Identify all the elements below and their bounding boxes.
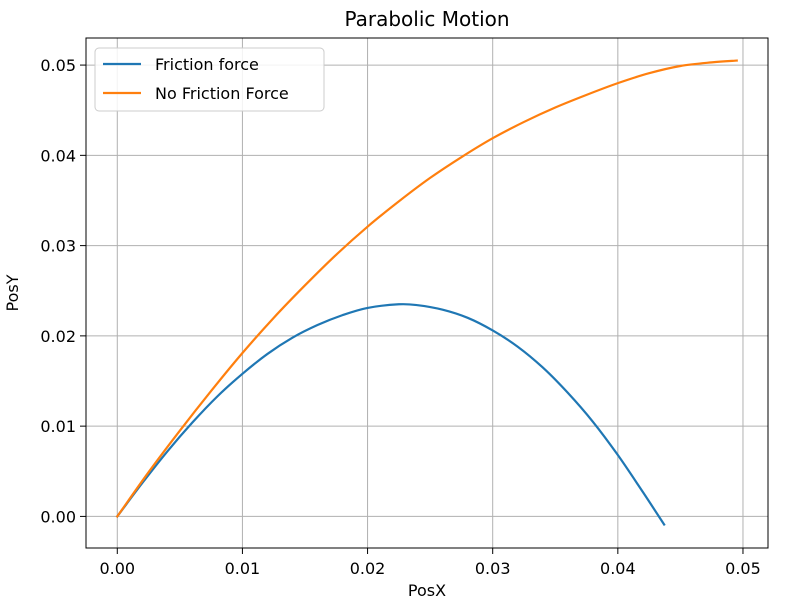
y-tick-label: 0.04 bbox=[40, 146, 76, 165]
series-line-no-friction-force bbox=[115, 59, 738, 518]
legend: Friction force No Friction Force bbox=[94, 47, 325, 112]
y-tick-label: 0.02 bbox=[40, 327, 76, 346]
x-axis-label: PosX bbox=[408, 581, 446, 600]
y-tick-label: 0.01 bbox=[40, 417, 76, 436]
ticks: 0.00 0.01 0.02 0.03 0.04 0.05 0.00 0.01 0.02 0.03… bbox=[40, 56, 760, 578]
legend-label-friction-force: Friction force bbox=[155, 55, 259, 74]
x-tick-label: 0.00 bbox=[99, 559, 135, 578]
x-tick-label: 0.04 bbox=[600, 559, 636, 578]
grid bbox=[86, 38, 768, 548]
series-line-friction-force bbox=[115, 303, 666, 527]
y-tick-label: 0.03 bbox=[40, 237, 76, 256]
y-axis-label: PosY bbox=[3, 274, 22, 311]
x-tick-label: 0.01 bbox=[225, 559, 261, 578]
chart-title: Parabolic Motion bbox=[344, 7, 509, 31]
plot-frame bbox=[85, 37, 769, 549]
legend-box bbox=[94, 47, 325, 112]
x-tick-label: 0.02 bbox=[350, 559, 386, 578]
series-layer bbox=[115, 59, 738, 527]
legend-label-no-friction-force: No Friction Force bbox=[155, 84, 289, 103]
x-tick-label: 0.05 bbox=[725, 559, 761, 578]
y-tick-label: 0.00 bbox=[40, 507, 76, 526]
y-tick-label: 0.05 bbox=[40, 56, 76, 75]
x-tick-label: 0.03 bbox=[475, 559, 511, 578]
